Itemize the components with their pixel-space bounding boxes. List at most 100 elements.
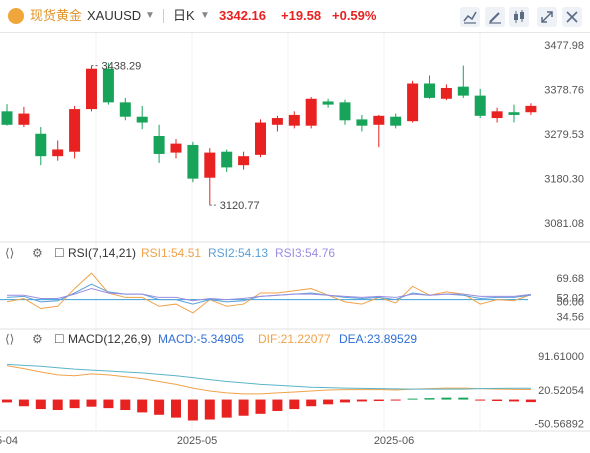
- macd-histogram-bar: [475, 399, 486, 401]
- candle-body: [52, 149, 64, 157]
- candle-body: [204, 152, 216, 178]
- settings-icon: ⚙: [32, 332, 43, 346]
- candle-body: [390, 116, 402, 126]
- macd-histogram-bar: [154, 399, 165, 415]
- price-change: +19.58: [281, 8, 322, 23]
- candle-body: [440, 88, 452, 99]
- time-tick-label: 2025-06: [374, 435, 414, 447]
- macd-histogram-bar: [18, 399, 29, 407]
- candle-body: [255, 122, 266, 155]
- macd-histogram-bar: [69, 399, 80, 409]
- price-tick-label: 3477.98: [544, 40, 584, 52]
- draw-tool-button[interactable]: [485, 7, 505, 27]
- rsi-pane: ⟨⟩ ⚙ ☐ RSI(7,14,21) RSI1:54.51 RSI2:54.13 RSI3…: [0, 246, 590, 330]
- period-chevron-down-icon[interactable]: ▼: [200, 10, 210, 21]
- indicator-icon: [463, 11, 477, 24]
- candle-body: [474, 95, 486, 116]
- candle-body: [424, 83, 435, 98]
- macd-histogram-bar: [238, 399, 249, 416]
- macd-legend-entry: MACD:-5.34905: [158, 332, 244, 346]
- rsi-axis-label: 69.68: [556, 273, 584, 285]
- close-button[interactable]: [562, 7, 582, 27]
- macd-histogram-bar: [255, 399, 266, 414]
- macd-histogram-bar: [35, 399, 46, 410]
- macd-histogram-bar: [221, 399, 232, 418]
- chevron-down-icon[interactable]: ▼: [145, 10, 155, 21]
- price-axis: 3477.98 3378.76 3279.53 3180.30 3081.08: [0, 40, 590, 243]
- macd-histogram-bar: [86, 399, 97, 407]
- toolbar-divider: [163, 9, 164, 23]
- instrument-symbol[interactable]: XAUUSD: [87, 8, 142, 23]
- toolbar: 现货黄金 XAUUSD ▼ 日K ▼ 3342.16 +19.58 +0.59%: [0, 0, 590, 32]
- close-icon: [566, 11, 578, 23]
- macd-histogram-bar: [509, 399, 519, 402]
- rsi-legend-entry: RSI2:54.13: [208, 246, 268, 260]
- dea-line: [6, 363, 531, 390]
- time-axis: 5-04 2025-05 2025-06: [0, 430, 590, 447]
- time-tick-label: 5-04: [0, 435, 18, 447]
- macd-axis-label: 20.52054: [538, 385, 584, 397]
- candle-body: [322, 101, 334, 105]
- candles: 3438.29 3120.77: [1, 61, 537, 212]
- grid: [95, 33, 481, 430]
- candle-body: [119, 102, 131, 117]
- rsi-legend-entry: RSI1:54.51: [141, 246, 201, 260]
- macd-histogram-bar: [525, 399, 536, 403]
- pencil-icon: [489, 12, 501, 24]
- candle-body: [102, 68, 114, 103]
- macd-pane: ⟨⟩ ⚙ ☐ MACD(12,26,9) MACD:-5.34905 DIF:21.220…: [2, 332, 584, 431]
- price-tick-label: 3279.53: [544, 129, 584, 141]
- price-change-pct: +0.59%: [332, 8, 377, 23]
- rsi-axis-label: 50.00: [556, 297, 584, 309]
- macd-histogram-bar: [323, 399, 334, 405]
- candle-body: [457, 86, 469, 96]
- macd-histogram-bar: [340, 399, 350, 403]
- candle-body: [187, 144, 199, 179]
- macd-legend-entry: DIF:21.22077: [258, 332, 331, 346]
- expand-icon: [541, 11, 553, 23]
- macd-histogram-bar: [52, 399, 63, 411]
- instrument-name[interactable]: 现货黄金: [30, 8, 83, 23]
- dif-line: [6, 365, 531, 395]
- candle-body: [35, 133, 47, 157]
- candle-body: [238, 156, 250, 166]
- candle-body: [136, 116, 148, 123]
- rsi-axis-label: 34.56: [556, 312, 584, 324]
- macd-histogram-bar: [171, 399, 181, 418]
- candle-body: [69, 109, 81, 152]
- candle-body: [153, 136, 165, 154]
- candle-body: [170, 143, 182, 153]
- indicator-tool-button[interactable]: [460, 7, 480, 27]
- rsi-series-line: [7, 288, 531, 302]
- macd-histogram-bar: [441, 397, 452, 400]
- macd-histogram-bar: [103, 399, 114, 409]
- gold-logo-icon: [8, 8, 24, 24]
- toolbar-divider-line: [0, 32, 590, 33]
- candle-type-button[interactable]: [509, 7, 529, 27]
- macd-histogram-bar: [272, 399, 283, 411]
- macd-histogram-bar: [373, 399, 384, 401]
- macd-histogram-bar: [390, 399, 401, 401]
- macd-histogram-bar: [356, 399, 367, 402]
- candle-body: [305, 98, 317, 126]
- macd-histogram-bar: [137, 399, 148, 413]
- price-tick-label: 3180.30: [544, 173, 584, 185]
- candle-body: [356, 119, 368, 126]
- macd-histogram-bar: [492, 399, 503, 401]
- high-price-label: 3438.29: [102, 61, 142, 73]
- candle-body: [86, 68, 97, 110]
- fullscreen-button[interactable]: [537, 7, 557, 27]
- collapse-icon: ⟨⟩: [5, 246, 14, 260]
- candle-body: [288, 114, 300, 126]
- candle-body: [221, 151, 233, 168]
- candle-body: [525, 105, 537, 113]
- candlestick-icon: [514, 10, 524, 23]
- macd-histogram-bar: [120, 399, 131, 411]
- candle-body: [407, 83, 419, 122]
- macd-histogram-bar: [187, 399, 198, 421]
- indicator-box-icon: ☐: [54, 246, 65, 260]
- candle-body: [508, 112, 520, 115]
- period-selector[interactable]: 日K: [173, 8, 195, 23]
- candle-body: [271, 118, 283, 125]
